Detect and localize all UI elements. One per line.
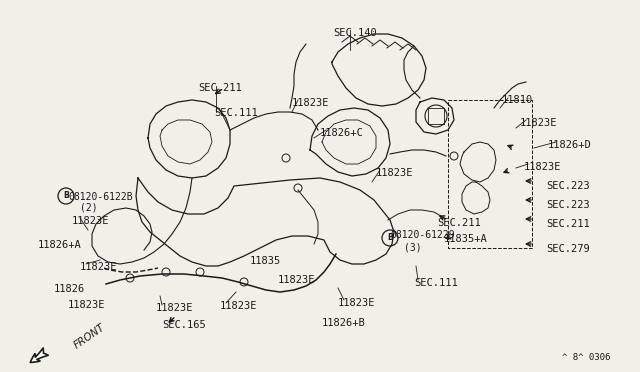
Text: SEC.279: SEC.279 bbox=[546, 244, 589, 254]
Text: B: B bbox=[387, 234, 393, 243]
Text: 11826+D: 11826+D bbox=[548, 140, 592, 150]
Text: (3): (3) bbox=[404, 243, 422, 253]
Text: 11823E: 11823E bbox=[338, 298, 376, 308]
Text: 11826: 11826 bbox=[54, 284, 85, 294]
Text: 11823E: 11823E bbox=[68, 300, 106, 310]
Text: 11823E: 11823E bbox=[156, 303, 193, 313]
Text: SEC.111: SEC.111 bbox=[414, 278, 458, 288]
Text: B: B bbox=[63, 192, 69, 201]
Text: 11823E: 11823E bbox=[524, 162, 561, 172]
Text: 11823E: 11823E bbox=[220, 301, 257, 311]
Text: 11823E: 11823E bbox=[376, 168, 413, 178]
Text: SEC.211: SEC.211 bbox=[546, 219, 589, 229]
Text: (2): (2) bbox=[80, 203, 98, 213]
Text: SEC.111: SEC.111 bbox=[214, 108, 258, 118]
Text: SEC.211: SEC.211 bbox=[437, 218, 481, 228]
Text: 11826+C: 11826+C bbox=[320, 128, 364, 138]
Text: 11823E: 11823E bbox=[80, 262, 118, 272]
Text: SEC.223: SEC.223 bbox=[546, 200, 589, 210]
Text: 11835: 11835 bbox=[250, 256, 281, 266]
Text: SEC.140: SEC.140 bbox=[333, 28, 377, 38]
Text: 11823E: 11823E bbox=[292, 98, 330, 108]
Text: ^ 8^ 0306: ^ 8^ 0306 bbox=[562, 353, 610, 362]
Text: 11835+A: 11835+A bbox=[444, 234, 488, 244]
Text: 11823E: 11823E bbox=[72, 216, 109, 226]
Text: FRONT: FRONT bbox=[72, 322, 107, 350]
Text: 08120-6122B: 08120-6122B bbox=[68, 192, 132, 202]
Text: SEC.211: SEC.211 bbox=[198, 83, 242, 93]
Text: SEC.223: SEC.223 bbox=[546, 181, 589, 191]
Text: 11810: 11810 bbox=[502, 95, 533, 105]
Text: SEC.165: SEC.165 bbox=[162, 320, 205, 330]
Text: 11826+B: 11826+B bbox=[322, 318, 365, 328]
Text: 11823E: 11823E bbox=[520, 118, 557, 128]
Text: 11823E: 11823E bbox=[278, 275, 316, 285]
Text: 08120-61229: 08120-61229 bbox=[390, 230, 454, 240]
Text: 11826+A: 11826+A bbox=[38, 240, 82, 250]
